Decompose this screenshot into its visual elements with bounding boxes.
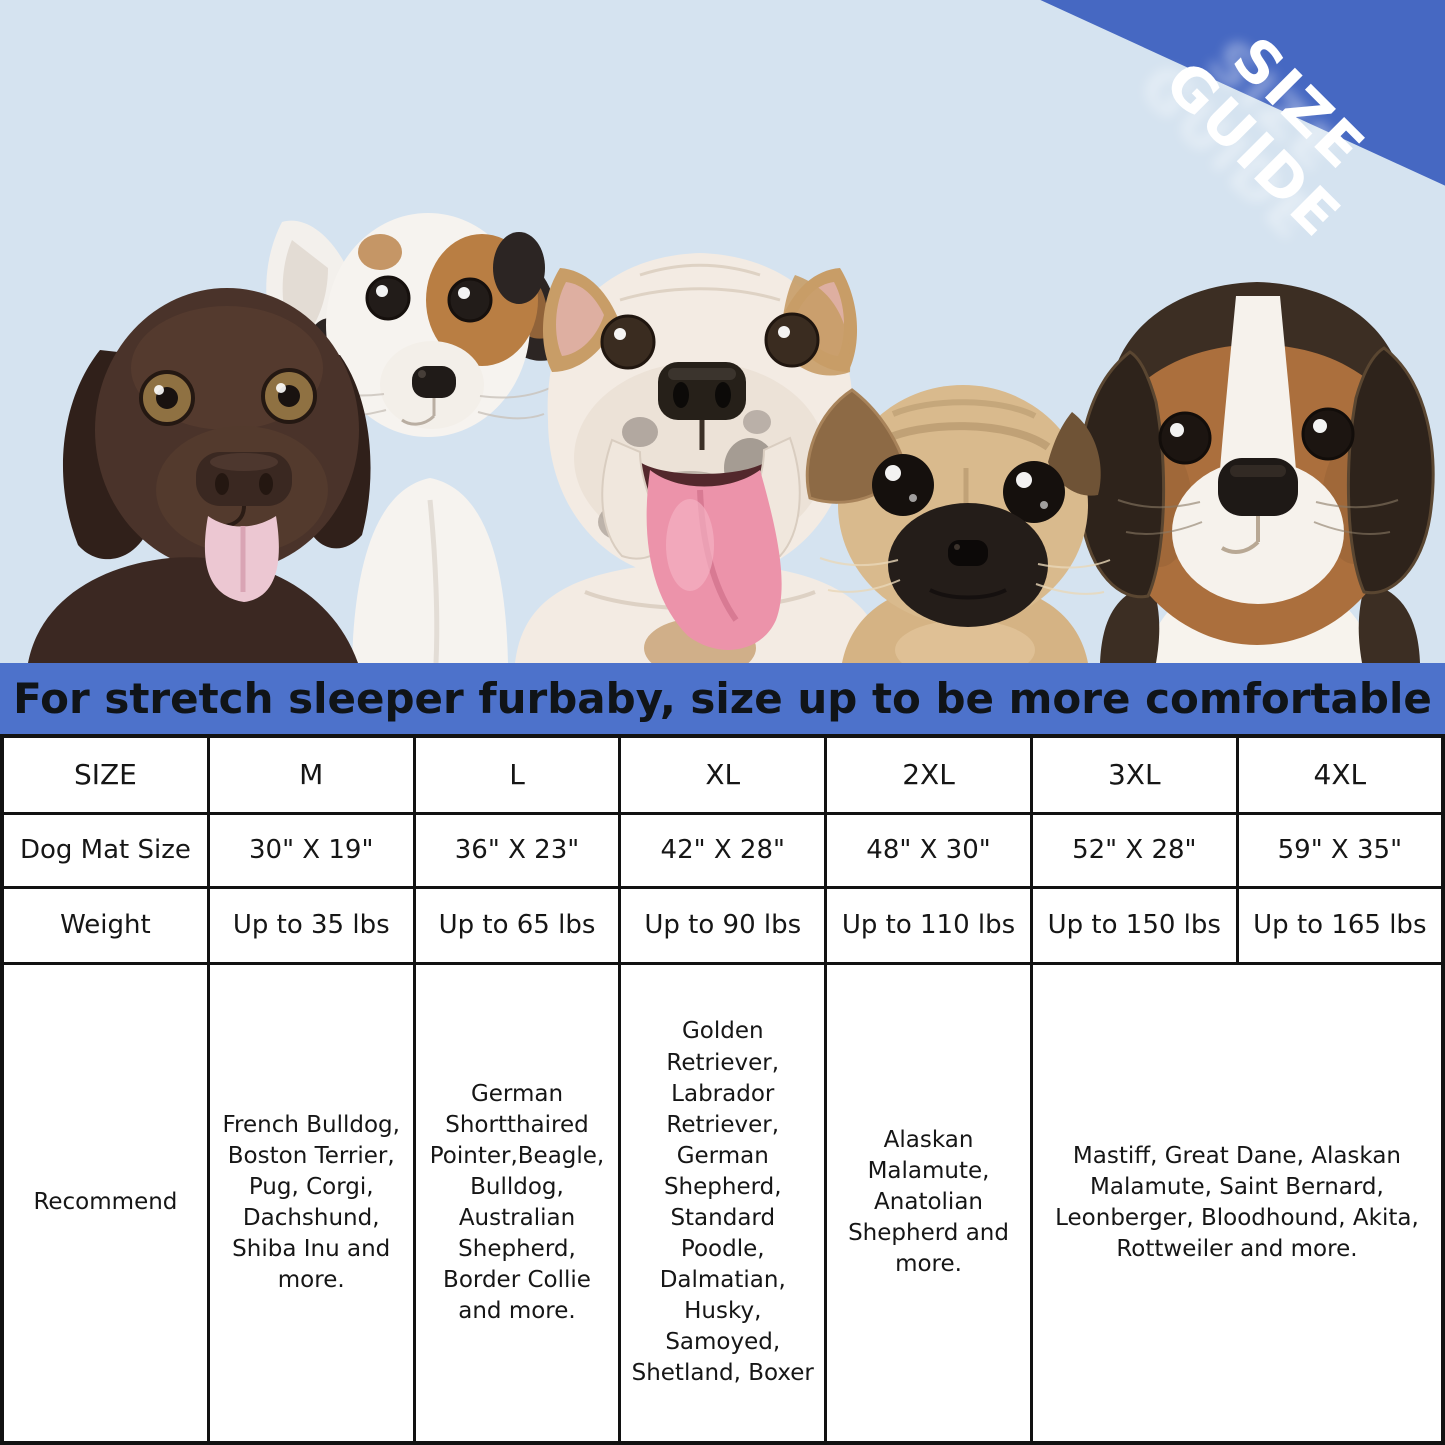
pug-puppy-illustration xyxy=(805,385,1111,663)
weight-row-label: Weight xyxy=(0,885,210,965)
recommend-xl: Golden Retriever, Labrador Retriever, Ge… xyxy=(618,961,828,1445)
mat-size-3xl: 52" X 28" xyxy=(1029,811,1239,889)
mat-size-row-label: Dog Mat Size xyxy=(0,811,210,889)
weight-3xl: Up to 150 lbs xyxy=(1029,885,1239,965)
weight-2xl: Up to 110 lbs xyxy=(824,885,1033,965)
mat-size-row: Dog Mat Size 30" X 19" 36" X 23" 42" X 2… xyxy=(0,811,1445,889)
header-size-2xl: 2XL xyxy=(824,734,1033,815)
recommend-l: German Shortthaired Pointer,Beagle, Bull… xyxy=(412,961,622,1445)
header-size-l: L xyxy=(412,734,622,815)
header-size-4xl: 4XL xyxy=(1235,734,1445,815)
weight-row: Weight Up to 35 lbs Up to 65 lbs Up to 9… xyxy=(0,885,1445,965)
weight-xl: Up to 90 lbs xyxy=(618,885,828,965)
mat-size-2xl: 48" X 30" xyxy=(824,811,1033,889)
jack-russell-terrier-puppy-illustration xyxy=(266,213,560,663)
chocolate-labrador-puppy-illustration xyxy=(28,288,371,663)
mat-size-m: 30" X 19" xyxy=(206,811,416,889)
weight-m: Up to 35 lbs xyxy=(206,885,416,965)
recommend-2xl: Alaskan Malamute, Anatolian Shepherd and… xyxy=(824,961,1033,1445)
recommend-3xl-4xl: Mastiff, Great Dane, Alaskan Malamute, S… xyxy=(1029,961,1445,1445)
weight-4xl: Up to 165 lbs xyxy=(1235,885,1445,965)
banner-text: For stretch sleeper furbaby, size up to … xyxy=(13,674,1432,723)
header-size-xl: XL xyxy=(618,734,828,815)
recommend-row-label: Recommend xyxy=(0,961,210,1445)
table-header-row: SIZE M L XL 2XL 3XL 4XL xyxy=(0,734,1445,815)
weight-l: Up to 65 lbs xyxy=(412,885,622,965)
header-size-3xl: 3XL xyxy=(1029,734,1239,815)
recommend-row: Recommend French Bulldog, Boston Terrier… xyxy=(0,961,1445,1445)
mat-size-4xl: 59" X 35" xyxy=(1235,811,1445,889)
header-size-label: SIZE xyxy=(0,734,210,815)
size-guide-table: SIZE M L XL 2XL 3XL 4XL Dog Mat Size 30"… xyxy=(0,734,1445,1445)
mat-size-xl: 42" X 28" xyxy=(618,811,828,889)
beagle-puppy-illustration xyxy=(1077,282,1435,663)
recommend-m: French Bulldog, Boston Terrier, Pug, Cor… xyxy=(206,961,416,1445)
mat-size-l: 36" X 23" xyxy=(412,811,622,889)
english-bulldog-puppy-illustration xyxy=(515,253,885,663)
header-size-m: M xyxy=(206,734,416,815)
puppies-illustration xyxy=(28,213,1435,663)
puppies-photo: SIZE GUIDE xyxy=(0,0,1445,663)
banner: For stretch sleeper furbaby, size up to … xyxy=(0,663,1445,734)
